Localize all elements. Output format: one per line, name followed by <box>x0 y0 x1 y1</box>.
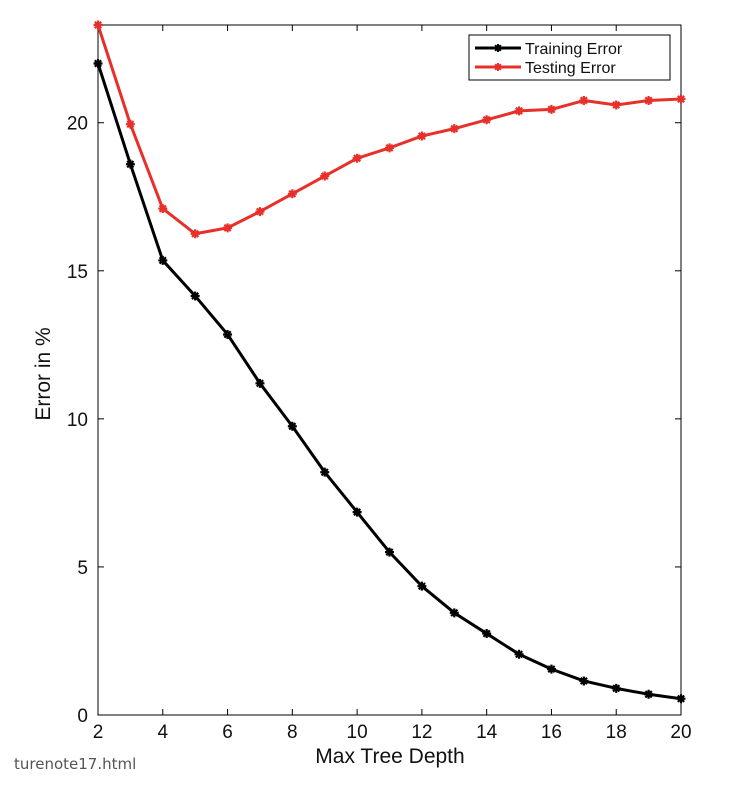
y-tick-label: 15 <box>67 262 88 283</box>
y-tick-label: 20 <box>67 114 88 135</box>
legend-marker <box>494 44 502 52</box>
data-point-testing-error <box>255 207 265 217</box>
plot-frame <box>97 24 682 716</box>
data-point-training-error <box>287 421 297 431</box>
data-point-testing-error <box>93 20 103 30</box>
data-point-training-error <box>190 291 200 301</box>
y-tick-label: 0 <box>77 706 88 727</box>
legend-item: Training Error <box>475 41 623 58</box>
data-point-training-error <box>644 689 654 699</box>
data-point-training-error <box>449 608 459 618</box>
data-point-testing-error <box>546 104 556 114</box>
data-point-testing-error <box>125 119 135 129</box>
data-point-training-error <box>320 467 330 477</box>
x-tick-label: 4 <box>157 722 168 743</box>
x-tick-label: 10 <box>347 722 368 743</box>
data-point-training-error <box>255 378 265 388</box>
data-point-testing-error <box>417 131 427 141</box>
legend: Training Error Testing Error <box>468 34 671 81</box>
data-point-testing-error <box>190 229 200 239</box>
data-point-training-error <box>93 58 103 68</box>
x-axis-title: Max Tree Depth <box>315 745 464 768</box>
data-point-testing-error <box>223 223 233 233</box>
data-point-training-error <box>158 255 168 265</box>
data-point-training-error <box>352 507 362 517</box>
legend-label: Testing Error <box>525 60 616 77</box>
legend-marker <box>494 63 502 71</box>
x-tick-label: 2 <box>93 722 104 743</box>
data-point-testing-error <box>579 96 589 106</box>
data-point-testing-error <box>676 94 686 104</box>
y-tick-label: 10 <box>67 410 88 431</box>
data-point-training-error <box>579 676 589 686</box>
data-point-testing-error <box>287 189 297 199</box>
data-point-training-error <box>385 547 394 557</box>
series-training-error <box>93 58 686 704</box>
data-point-training-error <box>223 329 233 339</box>
data-point-testing-error <box>449 124 459 134</box>
legend-label: Training Error <box>525 41 623 58</box>
x-tick-label: 12 <box>411 722 432 743</box>
x-tick-label: 16 <box>541 722 562 743</box>
legend-box <box>468 34 671 81</box>
x-tick-label: 6 <box>222 722 233 743</box>
data-point-training-error <box>546 664 556 674</box>
series-testing-error <box>93 20 686 239</box>
legend-item: Testing Error <box>475 60 616 77</box>
x-tick-label: 14 <box>476 722 498 743</box>
data-point-training-error <box>676 694 686 704</box>
data-point-testing-error <box>352 153 362 163</box>
data-point-testing-error <box>385 143 394 153</box>
data-point-testing-error <box>482 115 492 125</box>
x-tick-label: 20 <box>670 722 691 743</box>
data-point-testing-error <box>320 171 330 181</box>
data-point-training-error <box>125 159 135 169</box>
y-tick-label: 5 <box>77 558 88 579</box>
data-point-testing-error <box>644 96 654 106</box>
data-point-training-error <box>417 581 427 591</box>
y-axis-title: Error in % <box>32 327 55 420</box>
data-point-testing-error <box>514 106 524 116</box>
x-tick-label: 8 <box>287 722 298 743</box>
source-caption: turenote17.html <box>14 755 137 773</box>
data-point-training-error <box>611 683 621 693</box>
data-point-testing-error <box>158 204 168 214</box>
series-line-training-error <box>96 63 682 701</box>
x-tick-label: 18 <box>606 722 627 743</box>
data-point-testing-error <box>611 100 621 110</box>
axis-ticks: 2 4 6 8 10 12 14 16 18 20 0 5 10 15 20 <box>67 25 692 743</box>
series-layer <box>93 20 686 704</box>
plot-border <box>97 24 682 716</box>
data-point-training-error <box>482 629 492 639</box>
data-point-training-error <box>514 649 524 659</box>
